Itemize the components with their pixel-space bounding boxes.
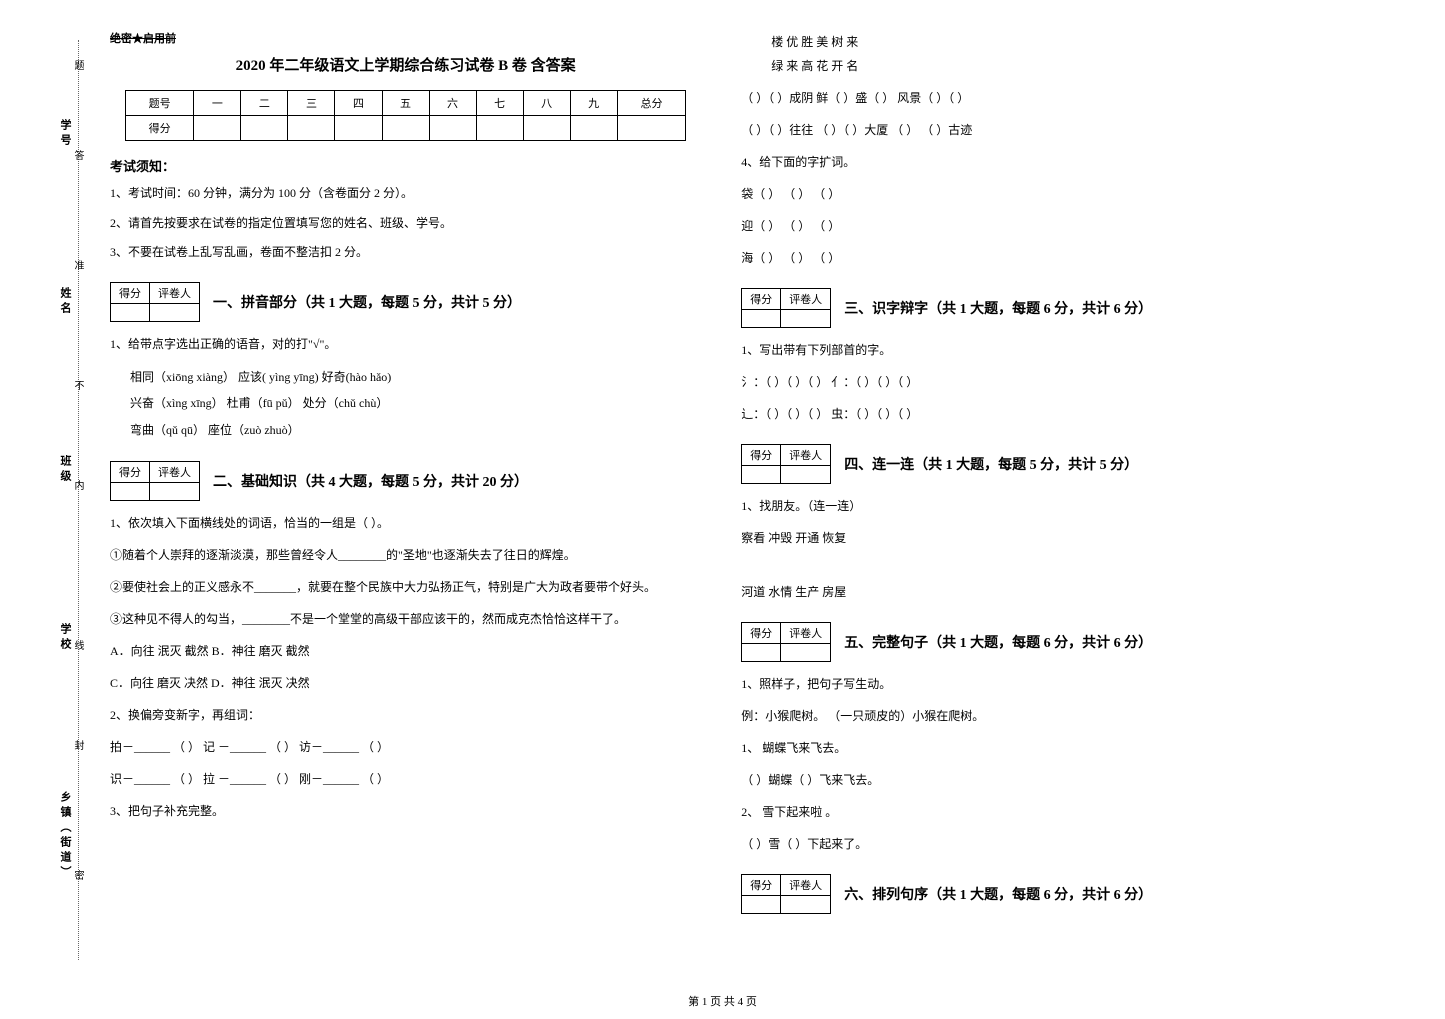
score-box: 得分评卷人 bbox=[741, 288, 831, 328]
seal-line-label: 答 bbox=[70, 150, 85, 180]
section-4-header: 得分评卷人 四、连一连（共 1 大题，每题 5 分，共计 5 分） bbox=[741, 444, 1332, 484]
confidential-note: 绝密★启用前 bbox=[110, 30, 701, 46]
exam-title: 2020 年二年级语文上学期综合练习试卷 B 卷 含答案 bbox=[110, 54, 701, 75]
score-header-cell: 四 bbox=[335, 91, 382, 116]
pinyin-line: 相同（xiōng xiàng） 应该( yìng yīng) 好奇(hào hǎ… bbox=[130, 364, 701, 390]
q-line: （ ）（ ）成阴 鲜（ ）盛（ ） 风景（ ）（ ） bbox=[741, 86, 1332, 110]
score-cell bbox=[570, 116, 617, 141]
page-footer: 第 1 页 共 4 页 bbox=[0, 993, 1445, 1009]
q-line: 辶：（ ）（ ）（ ） 虫：（ ）（ ）（ ） bbox=[741, 402, 1332, 426]
q-line: 例：小猴爬树。 （一只顽皮的）小猴在爬树。 bbox=[741, 704, 1332, 728]
question-stem: 2、换偏旁变新字，再组词： bbox=[110, 703, 701, 727]
score-box: 得分评卷人 bbox=[741, 444, 831, 484]
side-label: 姓名 bbox=[57, 287, 73, 317]
q-line: 1、 蝴蝶飞来飞去。 bbox=[741, 736, 1332, 760]
q-line: A．向往 泯灭 截然 B．神往 磨灭 截然 bbox=[110, 639, 701, 663]
score-box: 得分评卷人 bbox=[741, 874, 831, 914]
question-stem: 1、找朋友。（连一连） bbox=[741, 494, 1332, 518]
seal-line-label: 密 bbox=[70, 870, 85, 900]
score-header-cell: 八 bbox=[523, 91, 570, 116]
section-title: 六、排列句序（共 1 大题，每题 6 分，共计 6 分） bbox=[844, 884, 1152, 904]
seal-line-label: 内 bbox=[70, 480, 85, 510]
section-1-header: 得分评卷人 一、拼音部分（共 1 大题，每题 5 分，共计 5 分） bbox=[110, 282, 701, 322]
score-cell bbox=[429, 116, 476, 141]
score-cell bbox=[194, 116, 241, 141]
q-line: C．向往 磨灭 决然 D．神往 泯灭 决然 bbox=[110, 671, 701, 695]
question-stem: 1、写出带有下列部首的字。 bbox=[741, 338, 1332, 362]
score-header-cell: 二 bbox=[241, 91, 288, 116]
q-line: 拍－______ （ ） 记 －______ （ ） 访－______ （ ） bbox=[110, 735, 701, 759]
question-stem: 1、给带点字选出正确的语音，对的打"√"。 bbox=[110, 332, 701, 356]
score-cell bbox=[241, 116, 288, 141]
section-3-header: 得分评卷人 三、识字辩字（共 1 大题，每题 6 分，共计 6 分） bbox=[741, 288, 1332, 328]
question-stem: 4、给下面的字扩词。 bbox=[741, 150, 1332, 174]
left-column: 绝密★启用前 2020 年二年级语文上学期综合练习试卷 B 卷 含答案 题号一二… bbox=[90, 30, 721, 950]
char-grid: 绿 来 高 花 开 名 bbox=[771, 54, 1332, 78]
score-header-cell: 五 bbox=[382, 91, 429, 116]
page-content: 绝密★启用前 2020 年二年级语文上学期综合练习试卷 B 卷 含答案 题号一二… bbox=[0, 0, 1445, 970]
q-line: （ ）雪（ ）下起来了。 bbox=[741, 832, 1332, 856]
q-line: 袋（ ） （ ） （ ） bbox=[741, 182, 1332, 206]
q-line: ②要使社会上的正义感永不_______，就要在整个民族中大力弘扬正气，特别是广大… bbox=[110, 575, 701, 599]
score-cell bbox=[335, 116, 382, 141]
section-title: 四、连一连（共 1 大题，每题 5 分，共计 5 分） bbox=[844, 454, 1138, 474]
score-box: 得分评卷人 bbox=[741, 622, 831, 662]
score-header-cell: 三 bbox=[288, 91, 335, 116]
q-line: ①随着个人崇拜的逐渐淡漠，那些曾经令人________的"圣地"也逐渐失去了往日… bbox=[110, 543, 701, 567]
notice-item: 2、请首先按要求在试卷的指定位置填写您的姓名、班级、学号。 bbox=[110, 213, 701, 235]
question-stem: 1、照样子，把句子写生动。 bbox=[741, 672, 1332, 696]
q-line: （ ）蝴蝶（ ）飞来飞去。 bbox=[741, 768, 1332, 792]
seal-line-label: 不 bbox=[70, 380, 85, 410]
score-header-cell: 一 bbox=[194, 91, 241, 116]
score-table: 题号一二三四五六七八九总分 得分 bbox=[125, 90, 687, 141]
section-6-header: 得分评卷人 六、排列句序（共 1 大题，每题 6 分，共计 6 分） bbox=[741, 874, 1332, 914]
section-5-header: 得分评卷人 五、完整句子（共 1 大题，每题 6 分，共计 6 分） bbox=[741, 622, 1332, 662]
q-line: （ ）（ ）往往 （ ）（ ）大厦 （ ） （ ）古迹 bbox=[741, 118, 1332, 142]
q-line: 识－______ （ ） 拉 －______ （ ） 刚－______ （ ） bbox=[110, 767, 701, 791]
score-header-cell: 题号 bbox=[125, 91, 194, 116]
section-title: 二、基础知识（共 4 大题，每题 5 分，共计 20 分） bbox=[213, 471, 528, 491]
score-cell bbox=[476, 116, 523, 141]
notice-item: 1、考试时间：60 分钟，满分为 100 分（含卷面分 2 分）。 bbox=[110, 183, 701, 205]
q-line: 迎（ ） （ ） （ ） bbox=[741, 214, 1332, 238]
seal-line-label: 题 bbox=[70, 60, 85, 90]
score-cell bbox=[523, 116, 570, 141]
score-header-cell: 七 bbox=[476, 91, 523, 116]
match-row: 察看 冲毁 开通 恢复 bbox=[741, 526, 1332, 550]
section-title: 五、完整句子（共 1 大题，每题 6 分，共计 6 分） bbox=[844, 632, 1152, 652]
q-line: 2、 雪下起来啦 。 bbox=[741, 800, 1332, 824]
seal-line-label: 封 bbox=[70, 740, 85, 770]
score-box: 得分评卷人 bbox=[110, 282, 200, 322]
pinyin-line: 弯曲（qǔ qū） 座位（zuò zhuò） bbox=[130, 417, 701, 443]
score-cell: 得分 bbox=[125, 116, 194, 141]
notice-title: 考试须知： bbox=[110, 156, 701, 175]
match-row: 河道 水情 生产 房屋 bbox=[741, 580, 1332, 604]
section-title: 一、拼音部分（共 1 大题，每题 5 分，共计 5 分） bbox=[213, 292, 521, 312]
section-2-header: 得分评卷人 二、基础知识（共 4 大题，每题 5 分，共计 20 分） bbox=[110, 461, 701, 501]
char-grid: 楼 优 胜 美 树 来 bbox=[771, 30, 1332, 54]
side-label: 乡镇（街道） bbox=[57, 791, 73, 881]
question-stem: 3、把句子补充完整。 bbox=[110, 799, 701, 823]
score-cell bbox=[617, 116, 686, 141]
q-line: 海（ ） （ ） （ ） bbox=[741, 246, 1332, 270]
score-header-cell: 九 bbox=[570, 91, 617, 116]
pinyin-line: 兴奋（xìng xīng） 杜甫（fū pǔ） 处分（chǔ chù） bbox=[130, 390, 701, 416]
score-header-cell: 总分 bbox=[617, 91, 686, 116]
notice-item: 3、不要在试卷上乱写乱画，卷面不整洁扣 2 分。 bbox=[110, 242, 701, 264]
score-header-cell: 六 bbox=[429, 91, 476, 116]
seal-line-label: 线 bbox=[70, 640, 85, 670]
seal-line-label: 准 bbox=[70, 260, 85, 290]
section-title: 三、识字辩字（共 1 大题，每题 6 分，共计 6 分） bbox=[844, 298, 1152, 318]
q-line: 氵：（ ）（ ）（ ） 亻：（ ）（ ）（ ） bbox=[741, 370, 1332, 394]
score-cell bbox=[288, 116, 335, 141]
q-line: ③这种见不得人的勾当，________不是一个堂堂的高级干部应该干的，然而成克杰… bbox=[110, 607, 701, 631]
score-box: 得分评卷人 bbox=[110, 461, 200, 501]
question-stem: 1、依次填入下面横线处的词语，恰当的一组是（ ）。 bbox=[110, 511, 701, 535]
right-column: 楼 优 胜 美 树 来 绿 来 高 花 开 名 （ ）（ ）成阴 鲜（ ）盛（ … bbox=[721, 30, 1352, 950]
side-label: 学号 bbox=[57, 119, 73, 149]
score-cell bbox=[382, 116, 429, 141]
